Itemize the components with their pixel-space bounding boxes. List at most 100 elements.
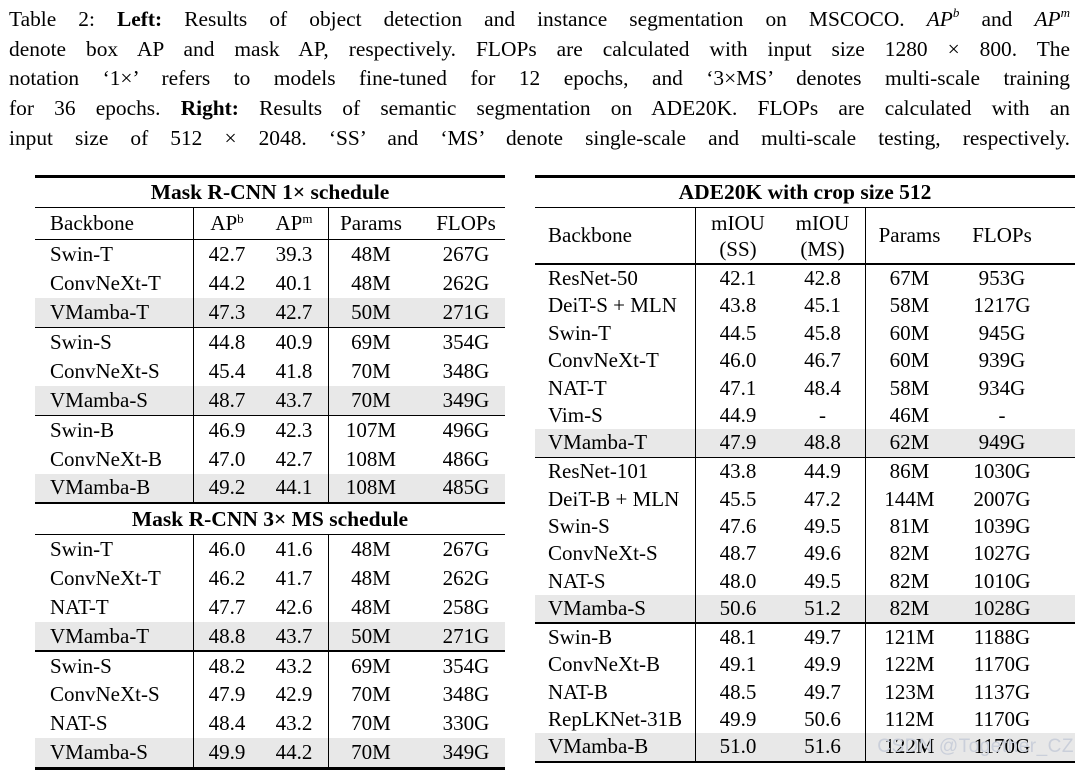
table-rule-bottom [535,760,1075,764]
left-table-title-1x: Mask R-CNN 1× schedule [150,179,390,204]
cell-flops: 1188G [973,624,1031,649]
table-row: VMamba-T 47.9 48.8 62M 949G [535,429,1075,457]
cell-backbone: VMamba-T [50,299,150,324]
cell-ap-box: 47.3 [193,297,260,327]
cell-ap-mask: 41.6 [275,537,313,562]
miou-label: mIOU [795,210,850,235]
table-rule [35,533,505,536]
table-rule-top [35,175,505,178]
table-rule-section [35,502,505,505]
cell-backbone: RepLKNet-31B [548,707,683,732]
cell-flops: 1027G [973,541,1031,566]
cell-flops: 262G [442,271,490,296]
table-row: ConvNeXt-T 44.2 40.1 48M 262G [35,269,505,298]
left-table-title-3x: Mask R-CNN 3× MS schedule [131,506,409,531]
cell-params: 70M [328,356,413,386]
cell-backbone: DeiT-S + MLN [548,293,677,318]
table-row: ConvNeXt-S 45.4 41.8 70M 348G [35,356,505,386]
table-row: ConvNeXt-B 49.1 49.9 122M 1170G [535,651,1075,679]
cell-miou-ss: 48.0 [695,567,780,595]
caption-text: for 36 epochs. [9,96,181,121]
table-row: Swin-S 48.2 43.2 69M 354G [35,651,505,681]
table-rule [35,207,505,209]
cell-flops: 1010G [973,568,1031,593]
table-row: Swin-T 46.0 41.6 48M 267G [35,535,505,565]
row-group-3x-tiny: Swin-T 46.0 41.6 48M 267G ConvNeXt-T 46.2 41.7 4… [35,535,505,651]
table-row: Swin-S 47.6 49.5 81M 1039G [535,512,1075,541]
cell-miou-ss: 46.0 [695,347,780,375]
row-group-3x-small: Swin-S 48.2 43.2 69M 354G ConvNeXt-S 47.9 42.9 7… [35,651,505,767]
table-row: Swin-T 44.5 45.8 60M 945G [535,319,1075,348]
cell-backbone: ConvNeXt-S [50,682,160,707]
cell-params: 144M [865,485,953,513]
cell-backbone: VMamba-S [50,387,148,412]
cell-miou-ms: 47.2 [804,486,841,511]
col-header-backbone: Backbone [50,211,134,236]
cell-ap-mask: 42.7 [275,446,313,471]
table-rule [35,326,505,329]
cell-backbone: NAT-S [548,568,606,593]
cell-backbone: Swin-B [50,417,115,442]
cell-ap-mask: 43.7 [275,623,313,648]
col-header-params: Params [865,208,953,264]
cell-params: 60M [865,319,953,348]
cell-params: 70M [328,680,413,710]
table-row: Swin-S 44.8 40.9 69M 354G [35,328,505,357]
cell-ap-mask: 43.2 [275,653,313,678]
table-row: ConvNeXt-S 47.9 42.9 70M 348G [35,680,505,710]
cell-miou-ss: 48.5 [695,678,780,706]
cell-flops: - [998,403,1006,428]
cell-params: 70M [328,738,413,767]
cell-params: 86M [865,458,953,486]
row-group-1x-small: Swin-S 44.8 40.9 69M 354G ConvNeXt-S 45.4 41.8 7… [35,328,505,415]
cell-flops: 1170G [973,734,1031,759]
cell-miou-ss: 44.9 [695,401,780,430]
cell-miou-ms: 49.9 [804,652,841,677]
table-rule [535,622,1075,624]
col-header-miou-ms: mIOU (MS) [780,208,865,263]
cell-ap-mask: 42.9 [275,682,313,707]
cell-flops: 953G [978,266,1026,291]
cell-miou-ss: 45.5 [695,485,780,513]
table-row: DeiT-S + MLN 43.8 45.1 58M 1217G [535,292,1075,320]
cell-params: 82M [865,540,953,568]
cell-backbone: Swin-S [50,653,112,678]
table-row: ConvNeXt-S 48.7 49.6 82M 1027G [535,540,1075,568]
cell-ap-box: 49.9 [193,738,260,767]
cell-miou-ms: 45.1 [804,293,841,318]
cell-flops: 1217G [973,293,1031,318]
cell-flops: 271G [442,623,490,648]
table-row: ResNet-101 43.8 44.9 86M 1030G [535,458,1075,486]
cell-flops: 1039G [973,513,1031,538]
csdn-watermark: CSDN @Together_CZ [877,736,1074,757]
cell-backbone: NAT-B [548,679,608,704]
cell-flops: 262G [442,565,490,590]
cell-miou-ss: 43.8 [695,458,780,486]
cell-params: 82M [865,594,953,623]
cell-miou-ms: 50.6 [804,707,841,732]
row-group-small: ResNet-101 43.8 44.9 86M 1030G DeiT-B + MLN 45… [535,458,1075,623]
cell-params: 123M [865,678,953,706]
caption-line-1: Table 2: Left: Results of object detecti… [9,5,1070,35]
cell-flops: 258G [442,594,490,619]
cell-ap-mask: 44.2 [275,740,313,765]
table-row: ConvNeXt-B 47.0 42.7 108M 486G [35,444,505,474]
cell-miou-ms: 49.7 [804,679,841,704]
cell-ap-mask: 44.1 [275,475,313,500]
cell-miou-ms: 49.5 [804,568,841,593]
cell-miou-ms: 51.6 [804,734,841,759]
cell-ap-mask: 40.1 [275,271,313,296]
cell-miou-ms: 49.7 [804,624,841,649]
col-header-ap-mask: AP m [275,210,313,236]
cell-flops: 485G [442,475,490,500]
cell-backbone: ConvNeXt-T [50,271,161,296]
cell-params: 121M [865,623,953,652]
cell-miou-ms: 51.2 [804,596,841,621]
cell-backbone: Swin-S [548,513,610,538]
table-caption: Table 2: Left: Results of object detecti… [9,5,1070,154]
cell-ap-mask: 41.8 [275,358,313,383]
table-row: VMamba-T 48.8 43.7 50M 271G [35,621,505,651]
table-row: NAT-B 48.5 49.7 123M 1137G [535,678,1075,706]
cell-miou-ms: 49.6 [804,541,841,566]
